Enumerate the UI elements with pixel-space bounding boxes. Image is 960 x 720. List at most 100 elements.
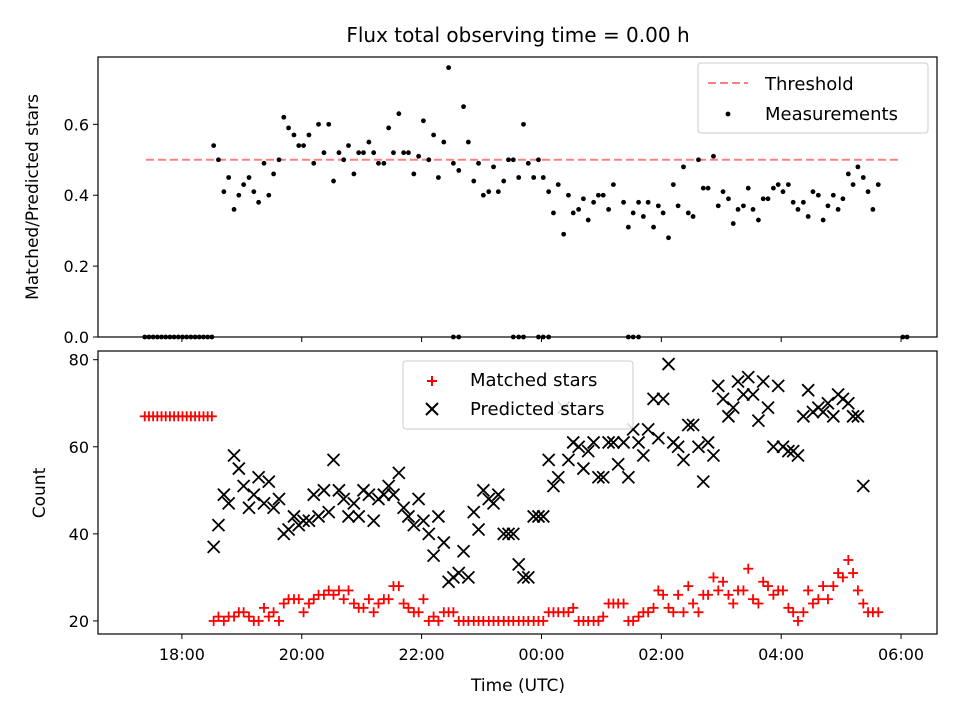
measurement-point <box>426 157 432 163</box>
top-panel: 0.0 0.2 0.4 0.6 Matched/Predicted stars Thr… <box>23 56 938 347</box>
measurement-point <box>236 192 242 198</box>
measurement-point <box>795 207 801 212</box>
matched-star-point <box>358 602 369 613</box>
predicted-star-point <box>756 374 770 389</box>
predicted-star-point <box>217 488 231 502</box>
measurement-point <box>351 171 357 177</box>
legend-measurements-label: Measurements <box>765 104 898 125</box>
matched-star-point <box>718 576 729 587</box>
measurement-point <box>246 175 252 180</box>
predicted-star-point <box>266 501 281 515</box>
predicted-star-point <box>407 518 421 532</box>
measurement-point <box>591 199 597 205</box>
matched-star-point <box>683 581 694 592</box>
predicted-star-point <box>801 383 815 397</box>
matched-star-point <box>798 607 809 618</box>
measurement-point <box>211 143 217 149</box>
predicted-star-point <box>317 483 331 497</box>
top-ytick-label: 0.4 <box>64 186 89 205</box>
matched-star-point <box>568 602 579 613</box>
predicted-star-point <box>411 492 426 506</box>
measurement-point <box>805 214 811 219</box>
matched-star-point <box>383 594 394 605</box>
measurement-point <box>495 189 501 195</box>
measurement-point <box>331 178 336 184</box>
matched-star-point <box>628 615 639 626</box>
legend-predicted-label: Predicted stars <box>470 399 604 420</box>
measurement-point <box>441 139 447 145</box>
predicted-star-point <box>272 492 286 506</box>
legend-matched-label: Matched stars <box>470 370 597 391</box>
predicted-star-point <box>621 470 636 484</box>
predicted-star-point <box>611 457 625 471</box>
matched-star-point <box>593 615 604 626</box>
matched-star-point <box>348 598 359 609</box>
measurement-point <box>715 203 721 209</box>
matched-star-point <box>229 611 240 622</box>
measurement-point <box>711 153 716 159</box>
measurement-point <box>820 217 826 223</box>
measurement-point <box>401 150 407 156</box>
predicted-star-point <box>416 514 431 528</box>
measurement-point <box>690 214 696 219</box>
predicted-star-point <box>796 409 810 423</box>
measurement-point <box>585 217 591 223</box>
bottom-xtick-label: 02:00 <box>638 645 684 664</box>
matched-star-point <box>268 607 279 618</box>
predicted-star-point <box>771 379 785 393</box>
predicted-star-point <box>651 431 665 445</box>
measurement-point <box>311 160 317 166</box>
matched-star-point <box>244 611 255 622</box>
predicted-star-point <box>347 496 361 511</box>
matched-star-point <box>788 607 799 618</box>
matched-star-point <box>837 572 848 583</box>
predicted-star-point <box>646 392 661 406</box>
measurement-point <box>381 160 387 166</box>
predicted-star-point <box>761 400 775 415</box>
matched-star-point <box>238 607 249 618</box>
legend-predicted-swatch <box>425 402 439 416</box>
measurement-point <box>645 199 651 205</box>
measurement-point <box>785 182 791 187</box>
bottom-ytick-label: 80 <box>69 351 89 370</box>
predicted-star-point <box>686 418 700 432</box>
matched-star-point <box>273 615 284 626</box>
measurement-point <box>510 157 516 163</box>
matched-star-point <box>308 594 319 605</box>
predicted-star-point <box>656 392 670 406</box>
predicted-star-point <box>781 444 796 458</box>
measurement-point <box>630 210 636 216</box>
predicted-star-point <box>452 566 466 580</box>
measurement-point <box>536 157 541 163</box>
matched-star-point <box>563 607 574 618</box>
measurement-point <box>640 214 646 219</box>
predicted-star-point <box>456 544 471 558</box>
measurement-point <box>581 196 586 202</box>
matched-star-point <box>208 615 219 626</box>
matched-star-point <box>318 589 329 600</box>
predicted-star-point <box>281 522 296 537</box>
predicted-star-point <box>826 409 840 423</box>
measurement-point <box>670 182 676 187</box>
matched-star-point <box>323 585 334 596</box>
predicted-star-point <box>431 509 446 524</box>
top-ytick-label: 0.2 <box>64 257 89 276</box>
measurement-point <box>241 182 247 187</box>
predicted-star-point <box>636 448 650 463</box>
legend-measurements-swatch <box>725 111 731 117</box>
matched-star-point <box>728 598 739 609</box>
measurement-point <box>396 111 402 117</box>
matched-star-point <box>418 594 429 605</box>
bottom-axes-frame <box>97 350 938 635</box>
measurement-point <box>471 178 477 184</box>
measurement-point <box>266 192 272 198</box>
measurement-point <box>850 182 856 187</box>
predicted-star-point <box>561 453 576 467</box>
predicted-star-point <box>382 479 396 493</box>
measurement-point <box>756 217 761 223</box>
predicted-star-point <box>377 488 391 502</box>
matched-star-point <box>813 594 824 605</box>
bottom-legend: Matched stars Predicted stars <box>402 360 634 430</box>
matched-star-point <box>423 615 434 626</box>
measurement-point <box>461 104 466 110</box>
